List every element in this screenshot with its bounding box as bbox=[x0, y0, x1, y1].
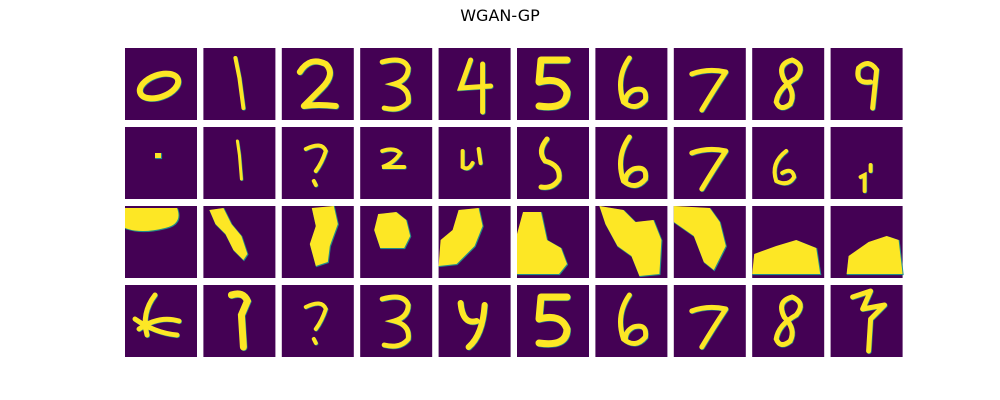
sample-cell bbox=[595, 127, 668, 199]
sample-cell bbox=[360, 206, 433, 278]
sample-cell bbox=[673, 206, 746, 278]
sample-cell bbox=[752, 48, 825, 120]
sample-cell bbox=[673, 48, 746, 120]
sample-cell bbox=[830, 127, 903, 199]
sample-cell bbox=[830, 48, 903, 120]
sample-cell bbox=[673, 285, 746, 357]
sample-cell bbox=[125, 285, 197, 357]
sample-cell bbox=[595, 285, 668, 357]
sample-cell bbox=[125, 127, 197, 199]
sample-cell bbox=[595, 205, 668, 278]
sample-cell bbox=[281, 127, 354, 199]
sample-cell bbox=[752, 285, 825, 357]
sample-cell bbox=[517, 48, 589, 120]
sample-cell bbox=[281, 48, 354, 120]
sample-cell bbox=[281, 206, 354, 278]
sample-cell bbox=[830, 285, 903, 357]
sample-cell bbox=[752, 127, 825, 199]
figure-title: WGAN-GP bbox=[460, 6, 540, 25]
sample-cell bbox=[438, 285, 511, 357]
sample-cell bbox=[517, 206, 589, 278]
sample-cell bbox=[360, 285, 433, 357]
sample-cell bbox=[203, 285, 276, 357]
sample-cell bbox=[438, 127, 511, 199]
sample-cell bbox=[125, 48, 197, 120]
sample-cell bbox=[203, 206, 276, 278]
sample-cell bbox=[203, 127, 276, 199]
sample-cell bbox=[438, 206, 511, 278]
sample-cell bbox=[595, 48, 668, 120]
sample-cell bbox=[517, 285, 589, 357]
sample-cell bbox=[517, 127, 589, 199]
sample-cell bbox=[125, 206, 197, 278]
sample-cell bbox=[752, 206, 825, 278]
sample-cell bbox=[438, 48, 511, 120]
sample-cell bbox=[830, 206, 904, 278]
sample-cell bbox=[673, 127, 746, 199]
sample-cell bbox=[281, 285, 354, 357]
sample-cell bbox=[360, 48, 433, 120]
sample-cell bbox=[203, 48, 276, 120]
sample-cell bbox=[360, 127, 433, 199]
